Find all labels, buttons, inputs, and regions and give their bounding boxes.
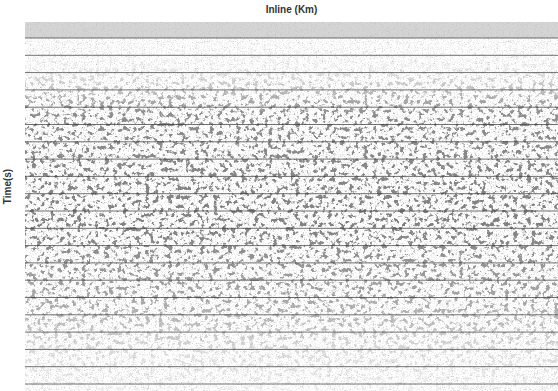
chart-title: Inline (Km): [266, 4, 318, 15]
grid-line: [25, 159, 558, 160]
grid-line: [25, 332, 558, 333]
grid-line: [25, 297, 558, 298]
grid-line: [25, 89, 558, 90]
grid-line: [25, 384, 558, 385]
grid-line: [25, 366, 558, 367]
section-texture: [25, 22, 558, 391]
grid-line: [25, 55, 558, 56]
grid-line: [25, 262, 558, 263]
grid-line: [25, 349, 558, 350]
plot-area: [25, 22, 558, 391]
grid-line: [25, 280, 558, 281]
chart-svg: Inline (Km) Time(s): [0, 0, 558, 391]
grid-line: [25, 72, 558, 73]
section-base: [25, 22, 558, 391]
grid-line: [25, 193, 558, 194]
y-axis-title: Time(s): [2, 169, 13, 204]
chart-container: Inline (Km) Time(s): [0, 0, 558, 391]
grid-line: [25, 107, 558, 108]
grid-line: [25, 228, 558, 229]
top-band: [25, 22, 558, 38]
grid-line: [25, 211, 558, 212]
grid-line: [25, 124, 558, 125]
grid-line: [25, 141, 558, 142]
grid-line: [25, 314, 558, 315]
grid-line: [25, 38, 558, 39]
grid-line: [25, 176, 558, 177]
grid-line: [25, 245, 558, 246]
section-amplitude: [25, 22, 558, 391]
